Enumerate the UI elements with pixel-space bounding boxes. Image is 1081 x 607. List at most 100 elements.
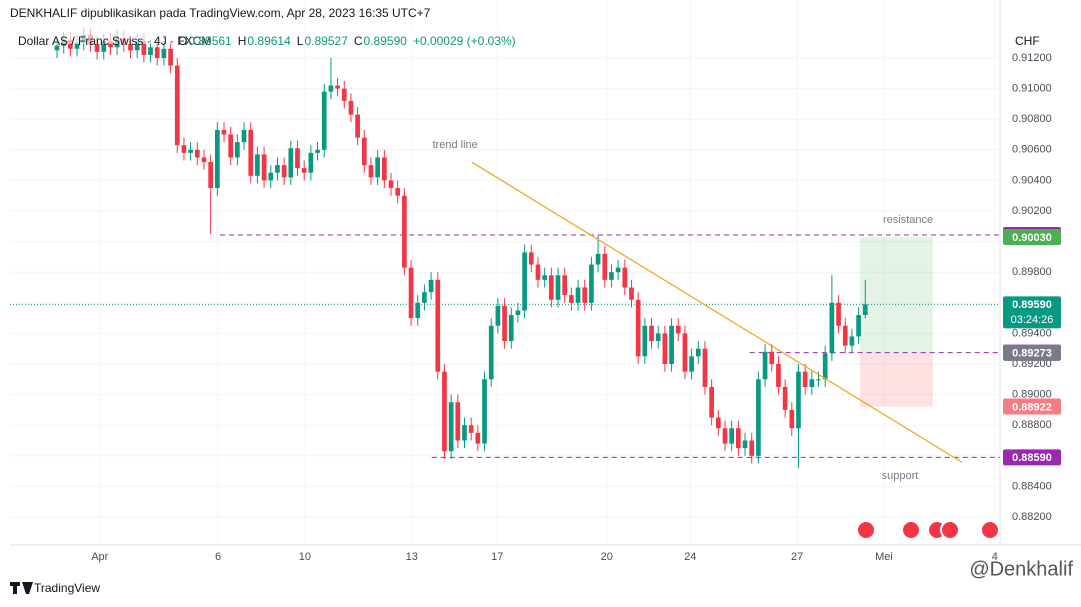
price-tag-label: 0.90030 [1012,232,1052,244]
y-tick-label: 0.89000 [1012,389,1052,401]
candle-body [328,85,334,92]
candle-body [548,275,554,300]
brand-logo [10,582,33,594]
candle-body [736,428,741,449]
y-tick-label: 0.88400 [1012,480,1052,492]
candle-body [261,154,267,181]
countdown: 03:24:26 [1011,314,1054,326]
annotation: trend line [433,139,478,151]
candle-body [635,299,641,357]
candle-body [522,252,527,311]
candle-body [74,42,80,49]
candle-body [809,379,815,387]
candle-body [655,333,661,342]
currency: CHF [1015,34,1040,48]
y-tick-label: 0.89400 [1012,327,1052,339]
price-tag-label: 0.88590 [1012,452,1052,464]
x-tick-label: Mei [875,551,893,563]
y-tick-label: 0.89200 [1012,358,1052,370]
candle-body [849,336,855,346]
ohlc-key: L [297,34,304,48]
candle-body [575,287,581,303]
ohlc-value: 0.89527 [304,34,348,48]
candle-body [168,48,173,66]
publisher: DENKHALIF dipublikasikan pada TradingVie… [10,6,431,20]
candle-body [535,264,541,280]
candle-body [689,356,694,372]
candle-body [722,428,728,444]
candle-body [268,172,274,181]
candle-body [609,272,614,280]
candle-body [515,310,521,316]
candle-body [415,302,421,319]
candle-body [428,279,434,293]
annotation: resistance [883,214,933,226]
candle-body [101,41,107,52]
candle-body [669,325,674,365]
candle-body [789,409,795,429]
candle-body [829,302,835,354]
candle-body [642,325,648,357]
price-tag [1003,398,1061,415]
candle-body [308,152,314,173]
annotation: support [882,470,919,482]
candle-body [181,145,187,153]
candle-body [228,134,234,158]
stop-zone [859,352,933,407]
y-tick-label: 0.90600 [1012,144,1052,156]
candle-body [802,371,808,387]
ohlc-value: 0.89590 [364,34,408,48]
candle-body [495,305,501,326]
candle-body [455,402,461,441]
candle-body [649,325,654,342]
candle-body [188,149,193,153]
x-tick-label: 20 [601,551,613,563]
candle-body [796,371,801,429]
candle-body [502,305,507,342]
candle-body [288,148,294,178]
candle-body [408,267,414,319]
candle-body [816,379,821,381]
candle-body [822,353,828,380]
candle-body [675,325,681,334]
candle-body [482,379,487,444]
overlay: trend line resistance support [433,139,963,482]
price-tag-label: 0.88922 [1012,401,1052,413]
x-tick-label: 10 [299,551,311,563]
x-tick-label: Apr [91,551,108,563]
x-tick-label: 27 [791,551,803,563]
candle-body [235,142,240,158]
x-tick-label: 13 [406,551,418,563]
event-icon [980,520,1000,540]
candle-body [836,302,841,326]
price-tag-label: 0.89273 [1012,348,1052,360]
candle-body [355,114,360,138]
candle-body [348,100,354,115]
x-tick-label: 17 [491,551,503,563]
candle-body [208,162,213,189]
candle-body [769,351,775,365]
legend-backdrop [10,27,570,44]
candle-body [94,44,100,52]
candle-body [148,47,153,55]
candle-body [301,168,307,173]
candle-body [361,137,367,166]
y-tick-label: 0.90200 [1012,205,1052,217]
candle-body [174,65,180,146]
x-tick-label: 24 [684,551,696,563]
candle-body [776,364,781,387]
price-tag [1003,229,1061,246]
candle-body [662,333,668,365]
candle-body [335,85,340,89]
symbol: Dollar AS / Franc Swiss · 4J · FXCM [18,34,211,48]
price-tag-label: 0.89590 [1012,299,1052,311]
candle-body [589,264,594,303]
candle-body [488,325,494,380]
candle-body [248,129,254,176]
candle-body [161,48,167,58]
candle-body [154,47,160,58]
x-tick-label: 4 [992,551,998,563]
candle-body [542,275,547,280]
candle-body [468,425,474,433]
